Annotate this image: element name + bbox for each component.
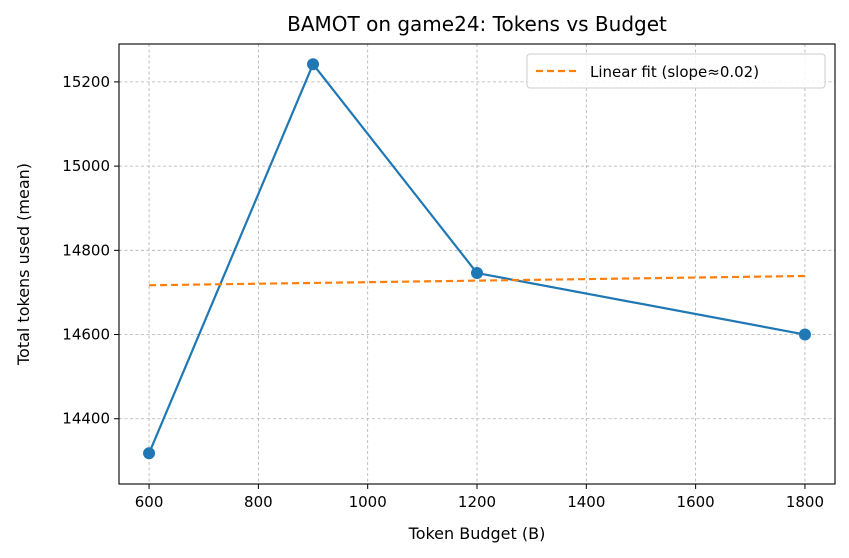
- x-tick-label: 1600: [677, 493, 715, 511]
- x-tick-label: 600: [135, 493, 164, 511]
- chart-title: BAMOT on game24: Tokens vs Budget: [287, 12, 667, 36]
- series-line: [148, 63, 806, 454]
- legend-label-linear-fit: Linear fit (slope≈0.02): [590, 63, 759, 81]
- data-point: [143, 447, 156, 460]
- data-point: [798, 328, 811, 341]
- plot-area: [143, 58, 811, 460]
- y-tick-label: 14600: [62, 326, 110, 344]
- x-axis-label: Token Budget (B): [408, 524, 546, 543]
- legend: Linear fit (slope≈0.02): [526, 53, 826, 89]
- y-tick-label: 14800: [62, 241, 110, 259]
- x-tick-label: 1200: [458, 493, 496, 511]
- legend-box: [526, 53, 826, 89]
- y-axis-label: Total tokens used (mean): [14, 163, 33, 366]
- y-tick-label: 15000: [62, 157, 110, 175]
- x-tick-label: 800: [244, 493, 273, 511]
- x-tick-label: 1000: [349, 493, 387, 511]
- y-tick-label: 14400: [62, 410, 110, 428]
- data-point: [471, 267, 483, 280]
- grid: [119, 44, 835, 484]
- data-point: [307, 58, 320, 71]
- x-tick-label: 1800: [786, 493, 824, 511]
- axis-ticks: 600 800 1000 1200 1400 1600 1800 14400 14600 1480…: [62, 73, 824, 511]
- x-tick-label: 1400: [567, 493, 605, 511]
- y-tick-label: 15200: [62, 73, 110, 91]
